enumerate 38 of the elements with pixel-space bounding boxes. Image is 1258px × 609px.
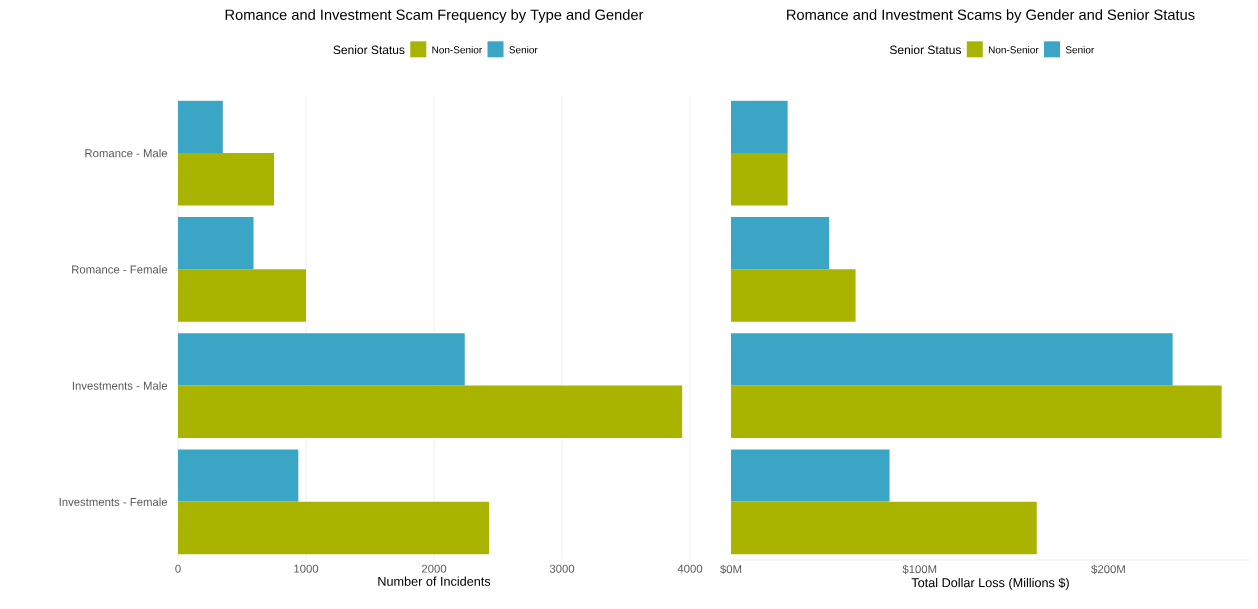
bar: [178, 449, 299, 502]
y-tick-label: Romance - Female: [72, 265, 168, 274]
bar: [178, 153, 275, 206]
bar: [178, 333, 465, 386]
bar: [178, 217, 254, 270]
bar: [731, 501, 1037, 555]
x-tick-label: 3000: [549, 564, 575, 573]
legend-title: Senior Status: [889, 45, 961, 55]
bar: [178, 100, 223, 154]
y-tick-label: Investments - Female: [59, 497, 168, 507]
x-tick-label: 4000: [677, 564, 703, 573]
bar: [178, 385, 683, 438]
legend-label: Senior: [1065, 46, 1095, 54]
legend-label: Non-Senior: [988, 46, 1039, 54]
x-tick-label: $100M: [902, 564, 937, 574]
bar: [731, 269, 856, 322]
y-tick-label: Romance - Male: [85, 148, 168, 158]
legend-label: Non-Senior: [432, 46, 483, 54]
chart-title: Romance and Investment Scam Frequency by Type and Gender: [225, 9, 644, 23]
bar: [731, 385, 1222, 438]
bar: [731, 153, 788, 206]
bar: [731, 333, 1173, 386]
chart-title: Romance and Investment Scams by Gender and Senior Status: [787, 9, 1195, 23]
x-tick-label: 1000: [294, 564, 319, 573]
legend-title: Senior Status: [333, 45, 405, 55]
bar: [178, 269, 307, 322]
x-tick-label: $200M: [1091, 564, 1125, 574]
legend-label: Senior: [509, 46, 538, 54]
bar: [731, 449, 890, 502]
x-tick-label: 0: [175, 564, 181, 573]
bar: [178, 501, 490, 555]
x-axis-title: Number of Incidents: [378, 576, 491, 586]
bar: [731, 100, 788, 154]
x-tick-label: $0M: [720, 564, 742, 574]
y-tick-label: Investments - Male: [72, 381, 168, 390]
bar: [731, 217, 830, 270]
x-tick-label: 2000: [421, 564, 447, 573]
x-axis-title: Total Dollar Loss (Millions $): [911, 577, 1069, 590]
